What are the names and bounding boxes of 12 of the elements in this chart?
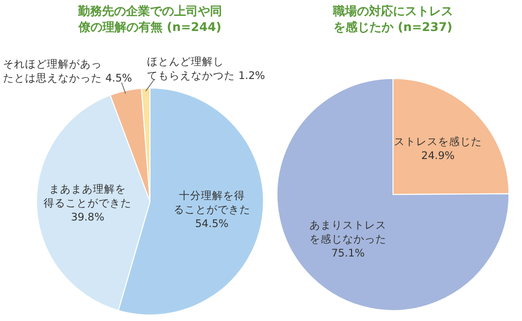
- data-label: 24.9%: [421, 150, 455, 162]
- slice-label: それほど理解があったとは思えなかった 4.5%: [3, 58, 132, 84]
- slice-label: ストレスを感じた: [394, 134, 482, 148]
- data-label: 54.5%: [195, 218, 228, 230]
- data-label: 39.8%: [70, 212, 104, 224]
- slice-label: 十分理解を得ることができた: [173, 189, 250, 216]
- chart-title: 勤務先の企業での上司や同僚の理解の有無 (n=244): [77, 4, 222, 34]
- data-label: 75.1%: [331, 247, 365, 260]
- chart-title: 職場の対応にストレスを感じたか (n=237): [332, 4, 453, 34]
- slice-label: まあまあ理解を得ることができた: [44, 184, 132, 210]
- slice-label: ほとんど理解してもらえなかつた 1.2%: [146, 56, 266, 82]
- slice-label: あまりストレスを感じなかった: [310, 219, 387, 246]
